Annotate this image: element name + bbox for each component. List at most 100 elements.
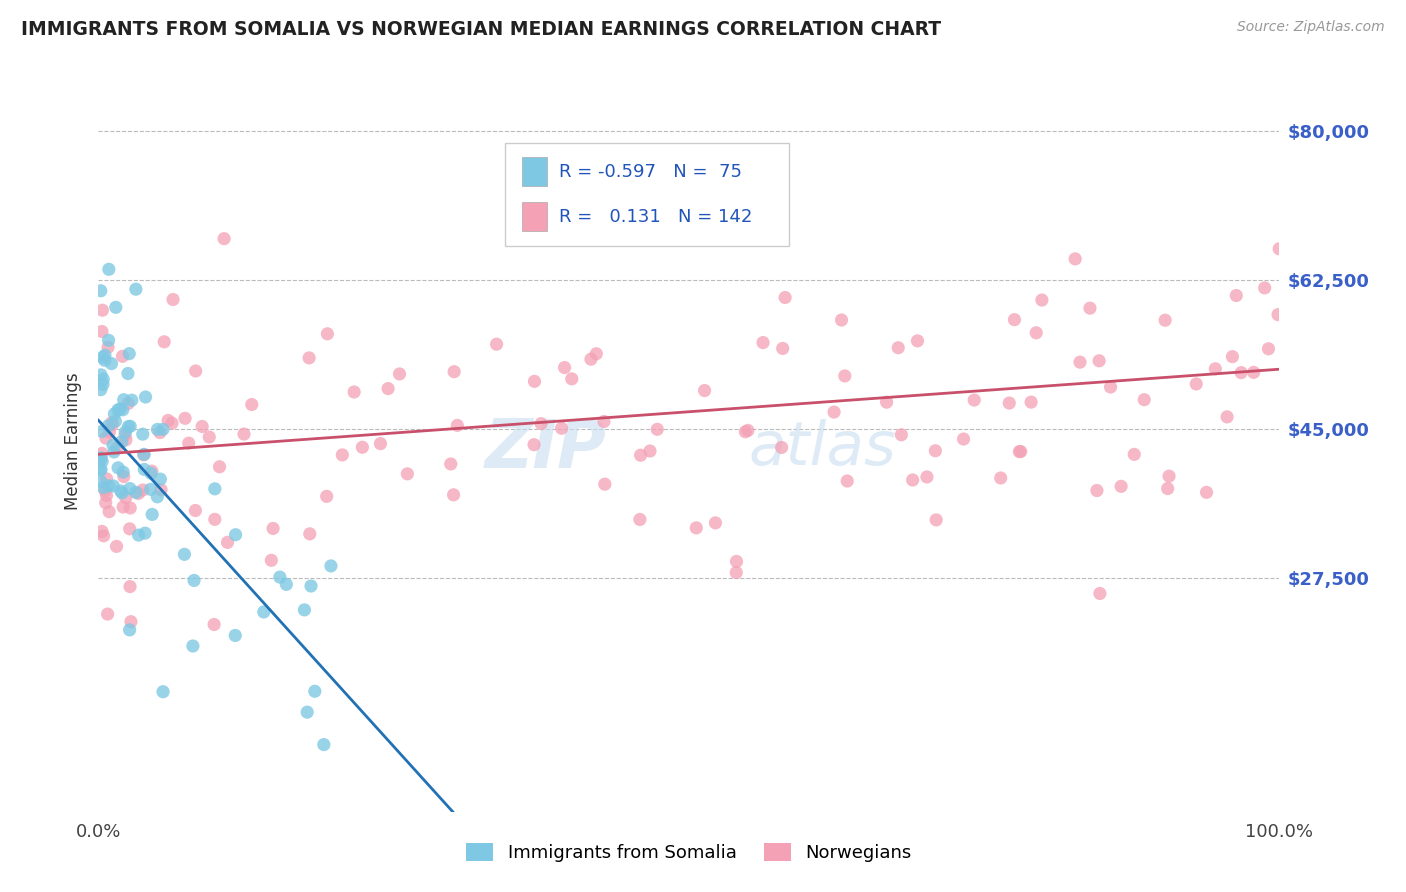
- Point: [98, 505, 121, 519]
- Point: [94, 483, 117, 498]
- Point: [224, 628, 246, 642]
- Point: [134, 526, 156, 541]
- Point: [1004, 312, 1026, 326]
- Point: [1010, 444, 1032, 458]
- Point: [645, 422, 668, 436]
- Point: [132, 447, 155, 461]
- Point: [90, 475, 112, 489]
- Point: [890, 427, 912, 442]
- Point: [104, 414, 127, 428]
- Point: [298, 526, 321, 541]
- Point: [152, 422, 174, 436]
- Point: [93, 481, 115, 495]
- Point: [146, 422, 169, 436]
- Point: [1157, 469, 1180, 483]
- Point: [97, 418, 120, 433]
- Point: [118, 522, 141, 536]
- Point: [925, 513, 948, 527]
- Point: [262, 521, 284, 535]
- Text: R = -0.597   N =  75: R = -0.597 N = 75: [558, 162, 742, 181]
- Point: [149, 425, 172, 440]
- Point: [1154, 313, 1177, 327]
- Point: [115, 433, 138, 447]
- Point: [638, 444, 661, 458]
- Text: ZIP: ZIP: [485, 416, 606, 482]
- Point: [1085, 483, 1108, 498]
- Text: R =   0.131   N = 142: R = 0.131 N = 142: [558, 208, 752, 226]
- Point: [101, 438, 124, 452]
- Point: [276, 577, 298, 591]
- Point: [628, 512, 651, 526]
- Point: [90, 463, 112, 477]
- Point: [97, 262, 120, 277]
- Point: [91, 377, 114, 392]
- Point: [114, 427, 136, 442]
- Point: [901, 473, 924, 487]
- Point: [1123, 447, 1146, 461]
- Point: [103, 407, 125, 421]
- Point: [294, 603, 316, 617]
- Point: [97, 334, 120, 348]
- Point: [94, 496, 117, 510]
- Point: [1243, 365, 1265, 379]
- Point: [127, 486, 149, 500]
- Point: [117, 396, 139, 410]
- Point: [1109, 479, 1132, 493]
- Point: [97, 607, 120, 621]
- Point: [725, 554, 748, 568]
- Point: [485, 337, 508, 351]
- Point: [134, 462, 156, 476]
- Point: [91, 425, 114, 439]
- Point: [107, 460, 129, 475]
- Point: [111, 402, 134, 417]
- Point: [118, 346, 141, 360]
- Point: [153, 334, 176, 349]
- Point: [377, 382, 399, 396]
- Point: [1133, 392, 1156, 407]
- Text: Source: ZipAtlas.com: Source: ZipAtlas.com: [1237, 20, 1385, 34]
- Point: [141, 464, 163, 478]
- Point: [93, 353, 115, 368]
- Point: [593, 477, 616, 491]
- Point: [117, 367, 139, 381]
- Point: [174, 411, 197, 425]
- Point: [1257, 342, 1279, 356]
- Point: [91, 524, 114, 539]
- Point: [260, 553, 283, 567]
- Point: [550, 421, 572, 435]
- Point: [110, 483, 132, 498]
- Point: [94, 431, 117, 445]
- Point: [240, 397, 263, 411]
- Point: [440, 457, 463, 471]
- Point: [162, 293, 184, 307]
- Point: [114, 491, 136, 505]
- Point: [132, 448, 155, 462]
- Point: [117, 419, 139, 434]
- Point: [90, 452, 112, 467]
- Point: [103, 479, 125, 493]
- Point: [924, 443, 946, 458]
- Point: [823, 405, 845, 419]
- Point: [139, 467, 162, 481]
- Point: [132, 427, 155, 442]
- Point: [298, 351, 321, 365]
- Point: [990, 471, 1012, 485]
- Point: [1078, 301, 1101, 315]
- Point: [107, 403, 129, 417]
- Point: [693, 384, 716, 398]
- Point: [157, 413, 180, 427]
- Point: [103, 445, 125, 459]
- Point: [98, 425, 121, 439]
- Point: [91, 351, 114, 365]
- Point: [128, 528, 150, 542]
- Point: [312, 738, 335, 752]
- Point: [446, 418, 468, 433]
- Point: [523, 375, 546, 389]
- Point: [1008, 444, 1031, 458]
- Point: [204, 512, 226, 526]
- Point: [177, 436, 200, 450]
- Point: [388, 367, 411, 381]
- Point: [554, 360, 576, 375]
- Point: [737, 424, 759, 438]
- Point: [198, 430, 221, 444]
